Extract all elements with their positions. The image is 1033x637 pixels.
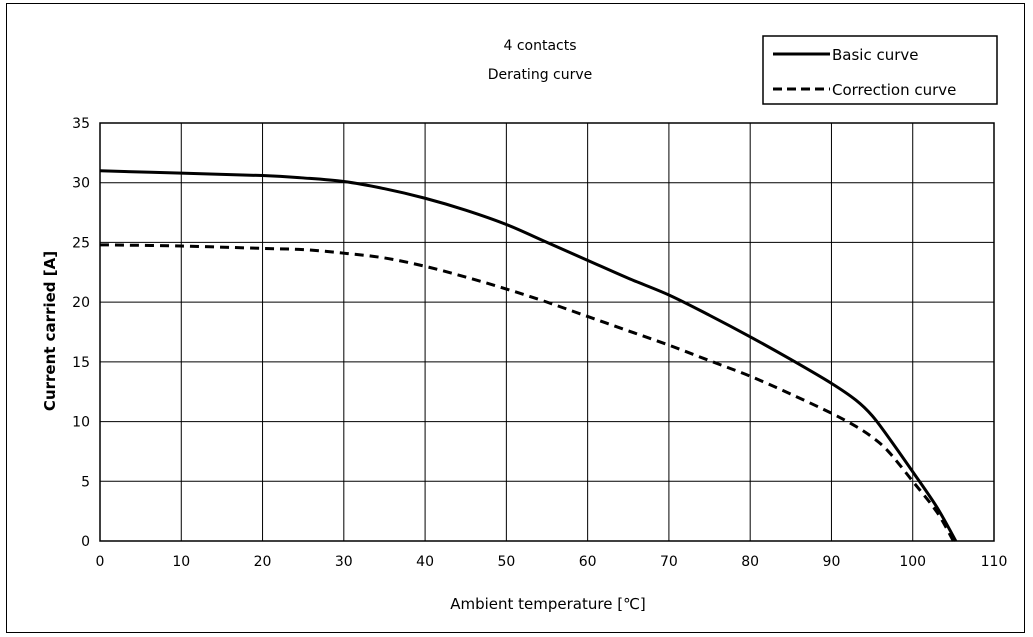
- x-tick-label: 70: [660, 554, 678, 570]
- x-tick-label: 100: [899, 554, 926, 570]
- y-tick-label: 0: [81, 534, 90, 550]
- grid-lines: [99, 122, 995, 542]
- tick-labels: 0 10 20 30 40 50 60 70 80 90 100 110 0 5 10 15 20 25 30 35: [72, 116, 1007, 570]
- series-line-correction-curve: [99, 243, 955, 542]
- series-layer: [99, 169, 958, 542]
- chart-subtitle: Derating curve: [488, 67, 593, 83]
- x-tick-label: 50: [497, 554, 515, 570]
- x-tick-label: 0: [96, 554, 105, 570]
- x-axis-label: Ambient temperature [℃]: [450, 595, 646, 613]
- y-tick-label: 10: [72, 415, 90, 431]
- legend-label-basic: Basic curve: [832, 46, 919, 64]
- y-tick-label: 35: [72, 116, 90, 132]
- legend-label-correction: Correction curve: [832, 81, 956, 99]
- y-tick-label: 5: [81, 474, 90, 490]
- y-tick-label: 20: [72, 295, 90, 311]
- x-tick-label: 20: [254, 554, 272, 570]
- x-tick-label: 110: [981, 554, 1008, 570]
- plot-area-border: [99, 122, 995, 542]
- y-axis-label: Current carried [A]: [41, 251, 59, 411]
- series-line-basic-curve: [99, 169, 958, 542]
- y-tick-label: 25: [72, 235, 90, 251]
- legend: Basic curve Correction curve: [762, 35, 998, 105]
- y-tick-label: 15: [72, 355, 90, 371]
- x-tick-label: 40: [416, 554, 434, 570]
- x-tick-label: 30: [335, 554, 353, 570]
- chart-title: 4 contacts: [503, 38, 576, 54]
- x-tick-label: 80: [741, 554, 759, 570]
- legend-box: [762, 35, 998, 105]
- x-tick-label: 60: [579, 554, 597, 570]
- x-tick-label: 90: [823, 554, 841, 570]
- chart-frame: [6, 3, 1025, 633]
- y-tick-label: 30: [72, 176, 90, 192]
- x-tick-label: 10: [172, 554, 190, 570]
